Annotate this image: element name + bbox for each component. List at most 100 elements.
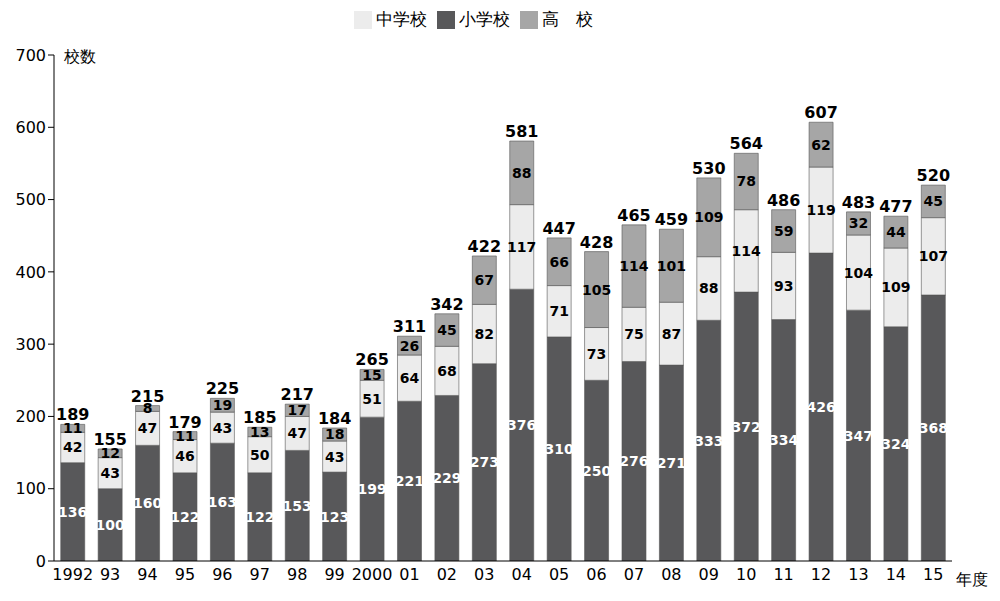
svg-text:160: 160 [133,495,162,511]
svg-text:221: 221 [395,473,424,489]
svg-text:276: 276 [619,453,648,469]
svg-text:14: 14 [886,565,906,584]
svg-text:114: 114 [619,258,648,274]
svg-text:123: 123 [320,509,349,525]
svg-text:199: 199 [357,481,386,497]
svg-text:564: 564 [730,134,763,153]
svg-text:372: 372 [732,419,761,435]
svg-text:02: 02 [437,565,457,584]
svg-text:42: 42 [63,439,82,455]
svg-text:99: 99 [324,565,344,584]
svg-text:95: 95 [175,565,195,584]
svg-text:47: 47 [287,425,306,441]
svg-text:年度: 年度 [956,570,988,589]
svg-text:66: 66 [549,254,568,270]
svg-text:300: 300 [15,335,46,354]
svg-text:18: 18 [325,426,344,442]
svg-text:109: 109 [694,209,723,225]
svg-text:51: 51 [362,391,381,407]
svg-text:94: 94 [137,565,157,584]
svg-text:185: 185 [243,408,276,427]
svg-text:500: 500 [15,190,46,209]
svg-text:117: 117 [507,239,536,255]
svg-text:347: 347 [844,428,873,444]
svg-text:19: 19 [213,397,232,413]
svg-text:46: 46 [175,448,194,464]
svg-text:105: 105 [582,282,611,298]
svg-text:100: 100 [15,479,46,498]
svg-text:88: 88 [699,280,718,296]
svg-text:333: 333 [694,433,723,449]
svg-text:01: 01 [399,565,419,584]
svg-text:08: 08 [661,565,681,584]
svg-text:15: 15 [923,565,943,584]
svg-text:71: 71 [549,303,568,319]
svg-text:04: 04 [512,565,532,584]
svg-text:459: 459 [655,210,688,229]
svg-text:43: 43 [100,465,119,481]
svg-text:153: 153 [283,498,312,514]
svg-text:43: 43 [325,449,344,465]
svg-text:250: 250 [582,463,611,479]
svg-text:607: 607 [804,103,837,122]
svg-text:11: 11 [773,565,793,584]
svg-text:87: 87 [662,326,681,342]
svg-text:32: 32 [849,215,868,231]
svg-text:73: 73 [587,346,606,362]
svg-text:600: 600 [15,118,46,137]
svg-text:43: 43 [213,420,232,436]
svg-text:342: 342 [430,295,463,314]
svg-text:217: 217 [281,385,314,404]
svg-text:93: 93 [100,565,120,584]
svg-text:310: 310 [545,441,574,457]
svg-text:119: 119 [806,202,835,218]
svg-text:96: 96 [212,565,232,584]
svg-text:428: 428 [580,233,613,252]
svg-text:47: 47 [138,420,157,436]
svg-text:179: 179 [168,413,201,432]
svg-text:273: 273 [470,454,499,470]
svg-text:10: 10 [736,565,756,584]
svg-text:447: 447 [542,219,575,238]
svg-text:581: 581 [505,122,538,141]
svg-text:311: 311 [393,317,426,336]
svg-text:477: 477 [879,197,912,216]
svg-text:136: 136 [58,504,87,520]
svg-text:189: 189 [56,405,89,424]
svg-text:265: 265 [355,350,388,369]
svg-text:184: 184 [318,409,351,428]
svg-text:520: 520 [917,166,950,185]
svg-text:97: 97 [250,565,270,584]
svg-text:483: 483 [842,193,875,212]
svg-text:200: 200 [15,407,46,426]
svg-text:45: 45 [437,322,456,338]
svg-text:62: 62 [811,137,830,153]
svg-text:88: 88 [512,165,531,181]
svg-text:486: 486 [767,191,800,210]
svg-text:59: 59 [774,223,793,239]
svg-text:05: 05 [549,565,569,584]
svg-text:334: 334 [769,432,798,448]
svg-text:368: 368 [919,420,948,436]
svg-text:155: 155 [93,430,126,449]
svg-text:校数: 校数 [63,47,96,66]
svg-text:75: 75 [624,326,643,342]
svg-text:1992: 1992 [52,565,93,584]
svg-text:0: 0 [36,552,46,571]
svg-text:07: 07 [624,565,644,584]
svg-text:2000: 2000 [352,565,393,584]
svg-text:700: 700 [15,46,46,65]
svg-text:122: 122 [245,509,274,525]
svg-text:98: 98 [287,565,307,584]
svg-text:376: 376 [507,417,536,433]
svg-text:324: 324 [881,436,910,452]
svg-text:50: 50 [250,447,270,463]
svg-text:107: 107 [919,248,948,264]
svg-text:64: 64 [400,370,420,386]
svg-text:104: 104 [844,265,873,281]
svg-text:215: 215 [131,387,164,406]
svg-text:229: 229 [432,470,461,486]
svg-text:78: 78 [736,173,755,189]
svg-text:163: 163 [208,494,237,510]
svg-text:114: 114 [732,243,761,259]
